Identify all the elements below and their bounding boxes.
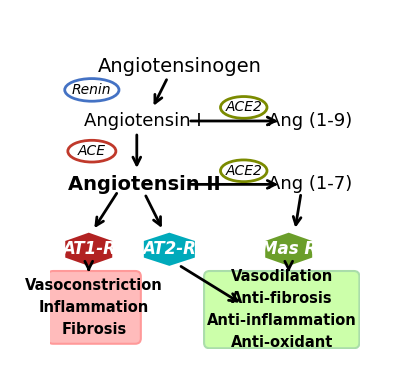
Text: Mas R: Mas R <box>261 240 317 258</box>
Polygon shape <box>65 233 112 266</box>
FancyBboxPatch shape <box>48 271 141 344</box>
Text: ACE2: ACE2 <box>225 100 262 114</box>
Polygon shape <box>265 233 312 266</box>
Text: Angiotensin I: Angiotensin I <box>84 112 202 130</box>
Text: Ang (1-7): Ang (1-7) <box>268 175 352 193</box>
FancyBboxPatch shape <box>204 271 359 348</box>
Text: Angiotensin II: Angiotensin II <box>68 175 221 194</box>
Text: AT2-R: AT2-R <box>142 240 196 258</box>
Polygon shape <box>144 233 195 266</box>
Text: AT1-R: AT1-R <box>62 240 116 258</box>
Text: Ang (1-9): Ang (1-9) <box>268 112 352 130</box>
Text: Angiotensinogen: Angiotensinogen <box>98 57 262 76</box>
Text: ACE2: ACE2 <box>225 164 262 178</box>
Text: Vasodilation
Anti-fibrosis
Anti-inflammation
Anti-oxidant: Vasodilation Anti-fibrosis Anti-inflamma… <box>207 269 357 350</box>
Text: Vasoconstriction
Inflammation
Fibrosis: Vasoconstriction Inflammation Fibrosis <box>25 278 163 337</box>
Text: Renin: Renin <box>72 83 112 97</box>
Text: ACE: ACE <box>78 144 106 158</box>
